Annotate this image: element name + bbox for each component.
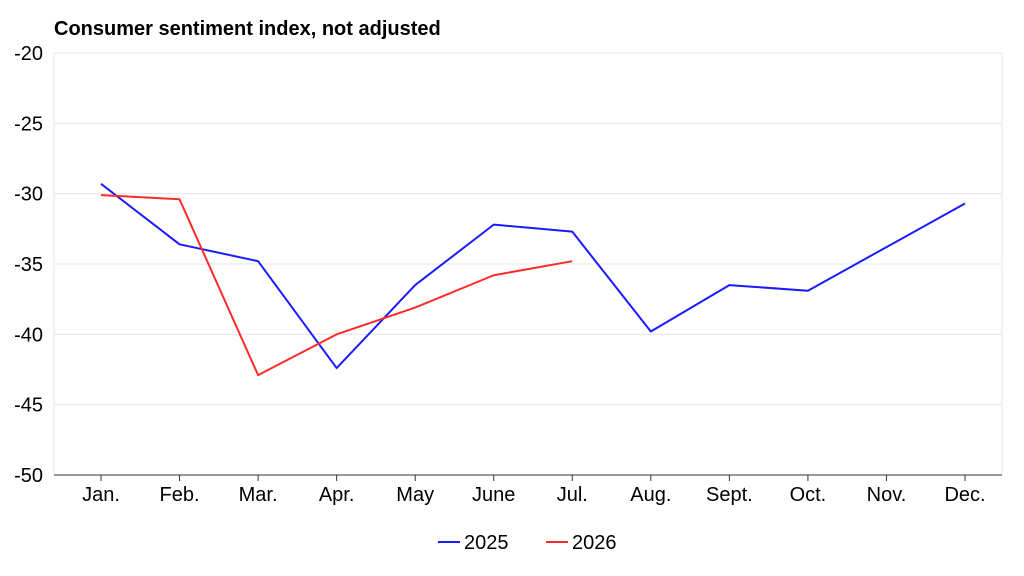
y-tick-label: -50: [14, 465, 43, 487]
x-tick-label: Mar.: [239, 484, 278, 506]
x-tick-label: Oct.: [790, 484, 827, 506]
y-tick-label: -20: [14, 43, 43, 65]
x-tick-label: Nov.: [867, 484, 907, 506]
x-tick-label: Feb.: [160, 484, 200, 506]
x-tick-label: Aug.: [630, 484, 671, 506]
x-tick-label: June: [472, 484, 515, 506]
x-tick-label: Jan.: [82, 484, 120, 506]
y-tick-label: -30: [14, 184, 43, 206]
legend-label-2025: 2025: [464, 532, 509, 554]
axes: [53, 53, 1003, 481]
series-lines: [100, 183, 966, 377]
series-line-2025: [100, 183, 966, 370]
tick-labels: -20 -25 -30 -35 -40 -45 -50 Jan. Feb. Mar. Apr. May…: [14, 43, 985, 506]
y-tick-label: -40: [14, 324, 43, 346]
x-tick-label: Sept.: [706, 484, 753, 506]
y-tick-label: -35: [14, 254, 43, 276]
chart-title: Consumer sentiment index, not adjusted: [54, 18, 441, 40]
x-tick-label: Jul.: [557, 484, 588, 506]
legend: 2025 2026: [438, 532, 617, 554]
x-tick-label: Dec.: [944, 484, 985, 506]
gridlines: [54, 52, 1002, 476]
y-tick-label: -25: [14, 113, 43, 135]
x-tick-label: Apr.: [319, 484, 355, 506]
x-tick-label: May: [396, 484, 434, 506]
y-tick-label: -45: [14, 395, 43, 417]
legend-label-2026: 2026: [572, 532, 617, 554]
series-line-2026: [100, 194, 573, 377]
